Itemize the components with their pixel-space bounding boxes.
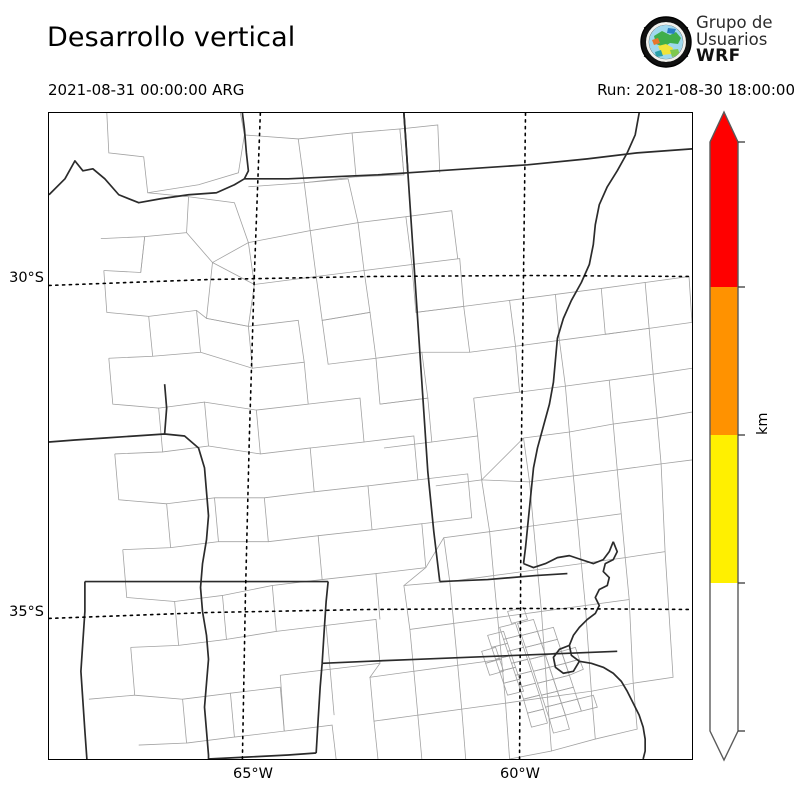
province-boundaries <box>49 113 692 759</box>
lat-tick-label-35s: 35°S <box>9 604 44 620</box>
lon-tick-label-60w: 60°W <box>499 766 541 782</box>
graticule-lat-35s <box>49 607 692 620</box>
graticule-lon-60w <box>518 113 527 759</box>
map-vector-layers <box>49 113 692 759</box>
globe-emblem-icon <box>640 16 692 68</box>
graticule-lat-30s <box>49 274 692 287</box>
run-time-label: Run: 2021-08-30 18:00:00 <box>597 81 795 99</box>
valid-time-label: 2021-08-31 00:00:00 ARG <box>48 81 245 99</box>
lon-tick-label-65w: 65°W <box>232 766 274 782</box>
page-title: Desarrollo vertical <box>47 22 296 53</box>
graticule-lon-65w <box>241 113 262 759</box>
lat-tick-label-30s: 30°S <box>9 270 44 286</box>
colorbar-unit-label: km <box>755 412 771 435</box>
colorbar-gradient <box>709 110 745 762</box>
wrf-user-group-logo: Grupo de Usuarios WRF <box>640 14 792 76</box>
logo-line-1: Grupo de <box>696 13 773 32</box>
map-canvas[interactable] <box>48 112 693 760</box>
logo-line-2: Usuarios <box>696 30 768 50</box>
colorbar[interactable]: 15 12 10 8 0 <box>709 110 745 762</box>
department-boundaries <box>88 113 692 759</box>
logo-text: Grupo de Usuarios WRF <box>696 14 772 66</box>
graticule-lines <box>49 113 692 759</box>
logo-line-3: WRF <box>696 46 741 67</box>
